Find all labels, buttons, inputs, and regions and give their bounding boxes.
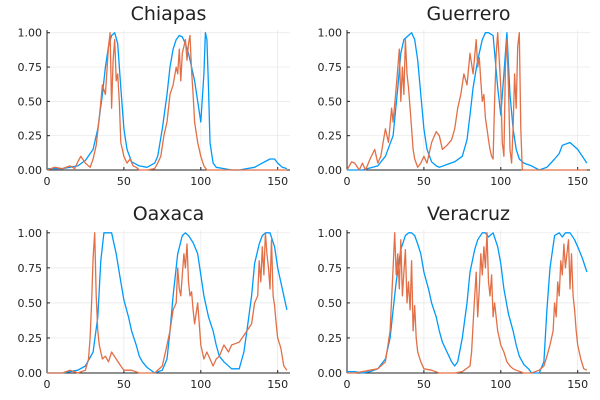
y-tick-label: 0.50 [318, 95, 343, 108]
series-line-1-guerrero [347, 32, 588, 171]
y-tick-label: 0.25 [18, 332, 43, 345]
x-tick-label: 100 [190, 175, 211, 188]
panel-oaxaca: Oaxaca 0 50 100 150 0.00 0.25 0.50 0.75 1.00 [18, 203, 290, 391]
y-tick-label: 0.00 [18, 164, 43, 177]
y-tick-label: 0.00 [318, 164, 343, 177]
y-tick-label: 0.00 [318, 367, 343, 380]
x-tick-label: 150 [567, 175, 588, 188]
series-line-2-guerrero [346, 32, 587, 171]
chart-title-oaxaca: Oaxaca [133, 203, 205, 225]
x-tick-label: 100 [490, 378, 511, 391]
y-tick-label: 0.25 [318, 332, 343, 345]
x-tick-label: 150 [267, 175, 288, 188]
x-tick-label: 100 [490, 175, 511, 188]
chart-title-veracruz: Veracruz [427, 203, 510, 225]
x-tick-label: 0 [44, 175, 51, 188]
panel-chiapas: Chiapas 0 50 100 150 0.00 0.25 0.50 0.75 1.00 [18, 3, 290, 188]
series-line-2-oaxaca [47, 232, 288, 374]
x-tick-label: 0 [44, 378, 51, 391]
series-line-1-oaxaca [47, 232, 288, 374]
y-tick-label: 0.75 [18, 61, 43, 74]
y-tick-label: 0.25 [18, 130, 43, 143]
y-tick-label: 0.75 [318, 262, 343, 275]
y-tick-label: 1.00 [18, 27, 43, 40]
panel-veracruz: Veracruz 0 50 100 150 0.00 0.25 0.50 0.75 1.00 [318, 203, 590, 391]
x-tick-label: 50 [417, 175, 431, 188]
series-line-2-veracruz [347, 232, 588, 374]
y-tick-label: 0.25 [318, 130, 343, 143]
y-tick-label: 0.50 [318, 297, 343, 310]
y-tick-label: 1.00 [318, 227, 343, 240]
x-tick-label: 0 [344, 378, 351, 391]
series-line-1-veracruz [347, 232, 588, 374]
x-tick-label: 50 [117, 175, 131, 188]
y-tick-label: 0.75 [318, 61, 343, 74]
x-tick-label: 0 [344, 175, 351, 188]
panel-guerrero: Guerrero 0 50 100 150 0.00 0.25 0.50 0.75 1.00 [318, 3, 590, 188]
x-tick-label: 100 [190, 378, 211, 391]
y-tick-label: 1.00 [18, 227, 43, 240]
x-tick-label: 150 [267, 378, 288, 391]
y-tick-label: 0.50 [18, 297, 43, 310]
y-tick-label: 0.50 [18, 95, 43, 108]
y-tick-label: 0.00 [18, 367, 43, 380]
y-tick-label: 0.75 [18, 262, 43, 275]
x-tick-label: 50 [117, 378, 131, 391]
chart-title-guerrero: Guerrero [426, 3, 510, 25]
x-tick-label: 150 [567, 378, 588, 391]
x-tick-label: 50 [417, 378, 431, 391]
series-line-2-chiapas [46, 32, 287, 171]
chart-title-chiapas: Chiapas [131, 3, 207, 25]
y-tick-label: 1.00 [318, 27, 343, 40]
